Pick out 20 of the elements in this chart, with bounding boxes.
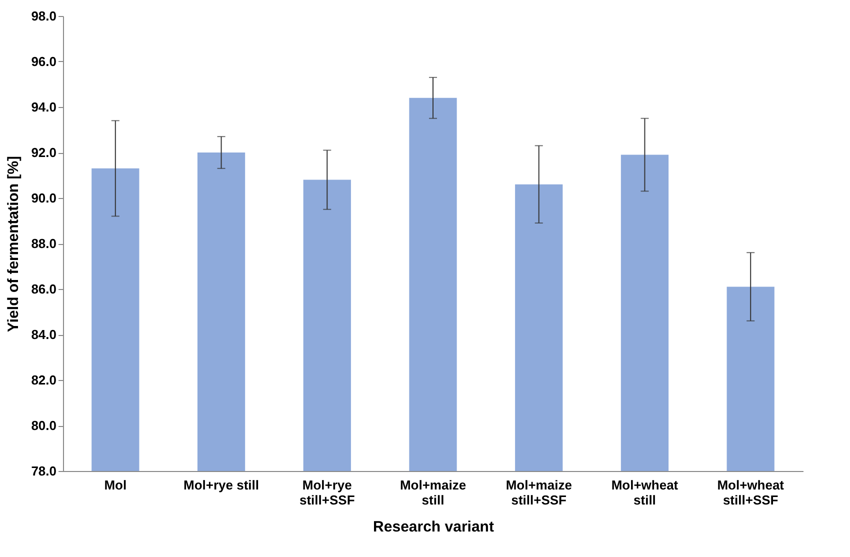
x-tick-label: Mol+wheat still+SSF (717, 478, 785, 508)
y-tick-label: 86.0 (31, 282, 56, 296)
y-axis-title: Yield of fermentation [%] (5, 156, 22, 332)
x-tick-label: Mol+rye still+SSF (299, 478, 355, 508)
y-tick-label: 92.0 (31, 145, 56, 160)
y-tick-label: 78.0 (31, 464, 56, 478)
y-tick-label: 96.0 (31, 54, 56, 69)
x-tick-label: Mol (104, 478, 127, 492)
y-tick-label: 82.0 (31, 372, 56, 388)
x-tick-label: Mol+rye still (184, 478, 260, 492)
x-tick-label: Mol+wheat still (611, 478, 679, 508)
x-tick-label: Mol+maize still+SSF (506, 478, 572, 508)
x-axis-title: Research variant (373, 518, 494, 536)
y-tick-label: 94.0 (31, 100, 56, 114)
y-tick-label: 98.0 (31, 8, 56, 24)
y-tick-label: 90.0 (31, 190, 56, 206)
x-tick-label: Mol+maize still (400, 478, 466, 508)
y-tick-label: 88.0 (31, 236, 56, 251)
y-tick-label: 84.0 (31, 327, 56, 342)
y-tick-label: 80.0 (31, 418, 56, 433)
